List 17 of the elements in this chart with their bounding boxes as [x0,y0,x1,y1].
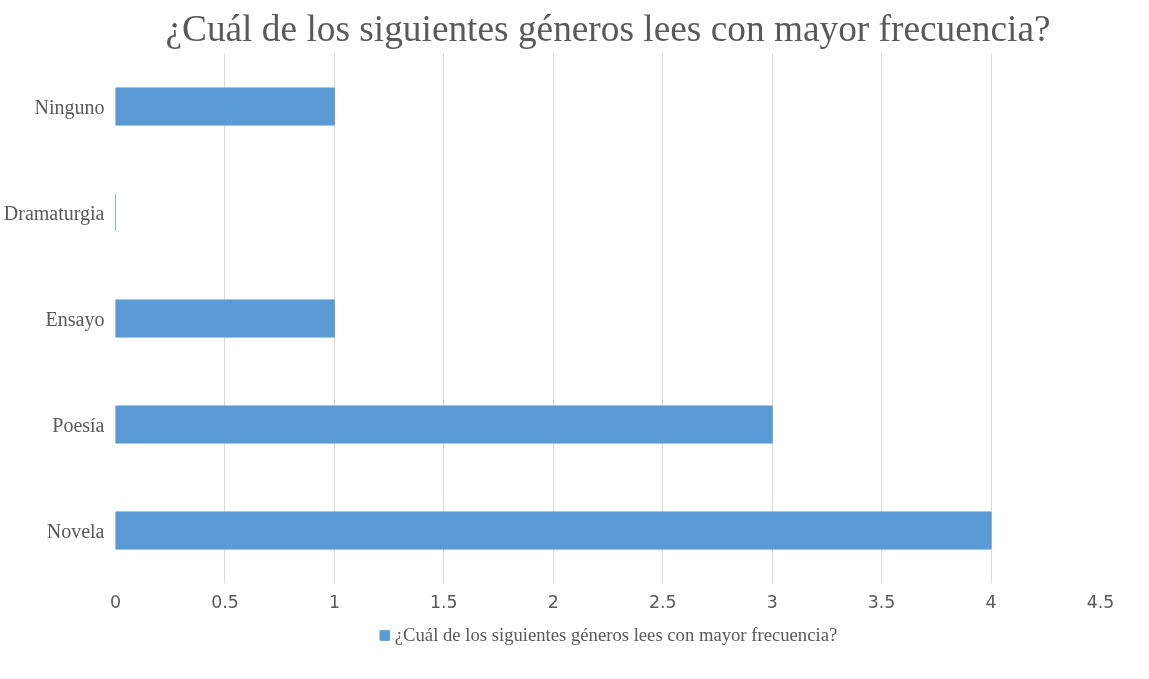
y-tick-label: Ensayo [45,307,105,331]
y-tick-label: Novela [46,519,105,542]
x-tick-label: 3.5 [867,591,896,612]
x-tick-label: 0 [109,591,122,612]
y-tick-label: Dramaturgia [3,201,105,225]
x-tick-label: 1 [328,591,340,612]
x-tick-label: 1.5 [430,591,458,612]
y-tick-label: Ninguno [34,95,105,119]
x-tick-label: 4 [985,591,997,612]
x-tick-label: 3 [766,591,778,612]
y-tick-label: Poesía [52,413,105,436]
chart-title: ¿Cuál de los siguientes géneros lees con mayor frecuencia? [165,7,1051,49]
legend-label: ¿Cuál de los siguientes géneros lees con mayor frecuencia? [394,624,838,646]
x-tick-label: 0.5 [211,591,239,612]
x-tick-label: 4.5 [1086,591,1115,612]
x-tick-label: 2.5 [648,591,677,612]
x-tick-label: 2 [547,591,559,612]
